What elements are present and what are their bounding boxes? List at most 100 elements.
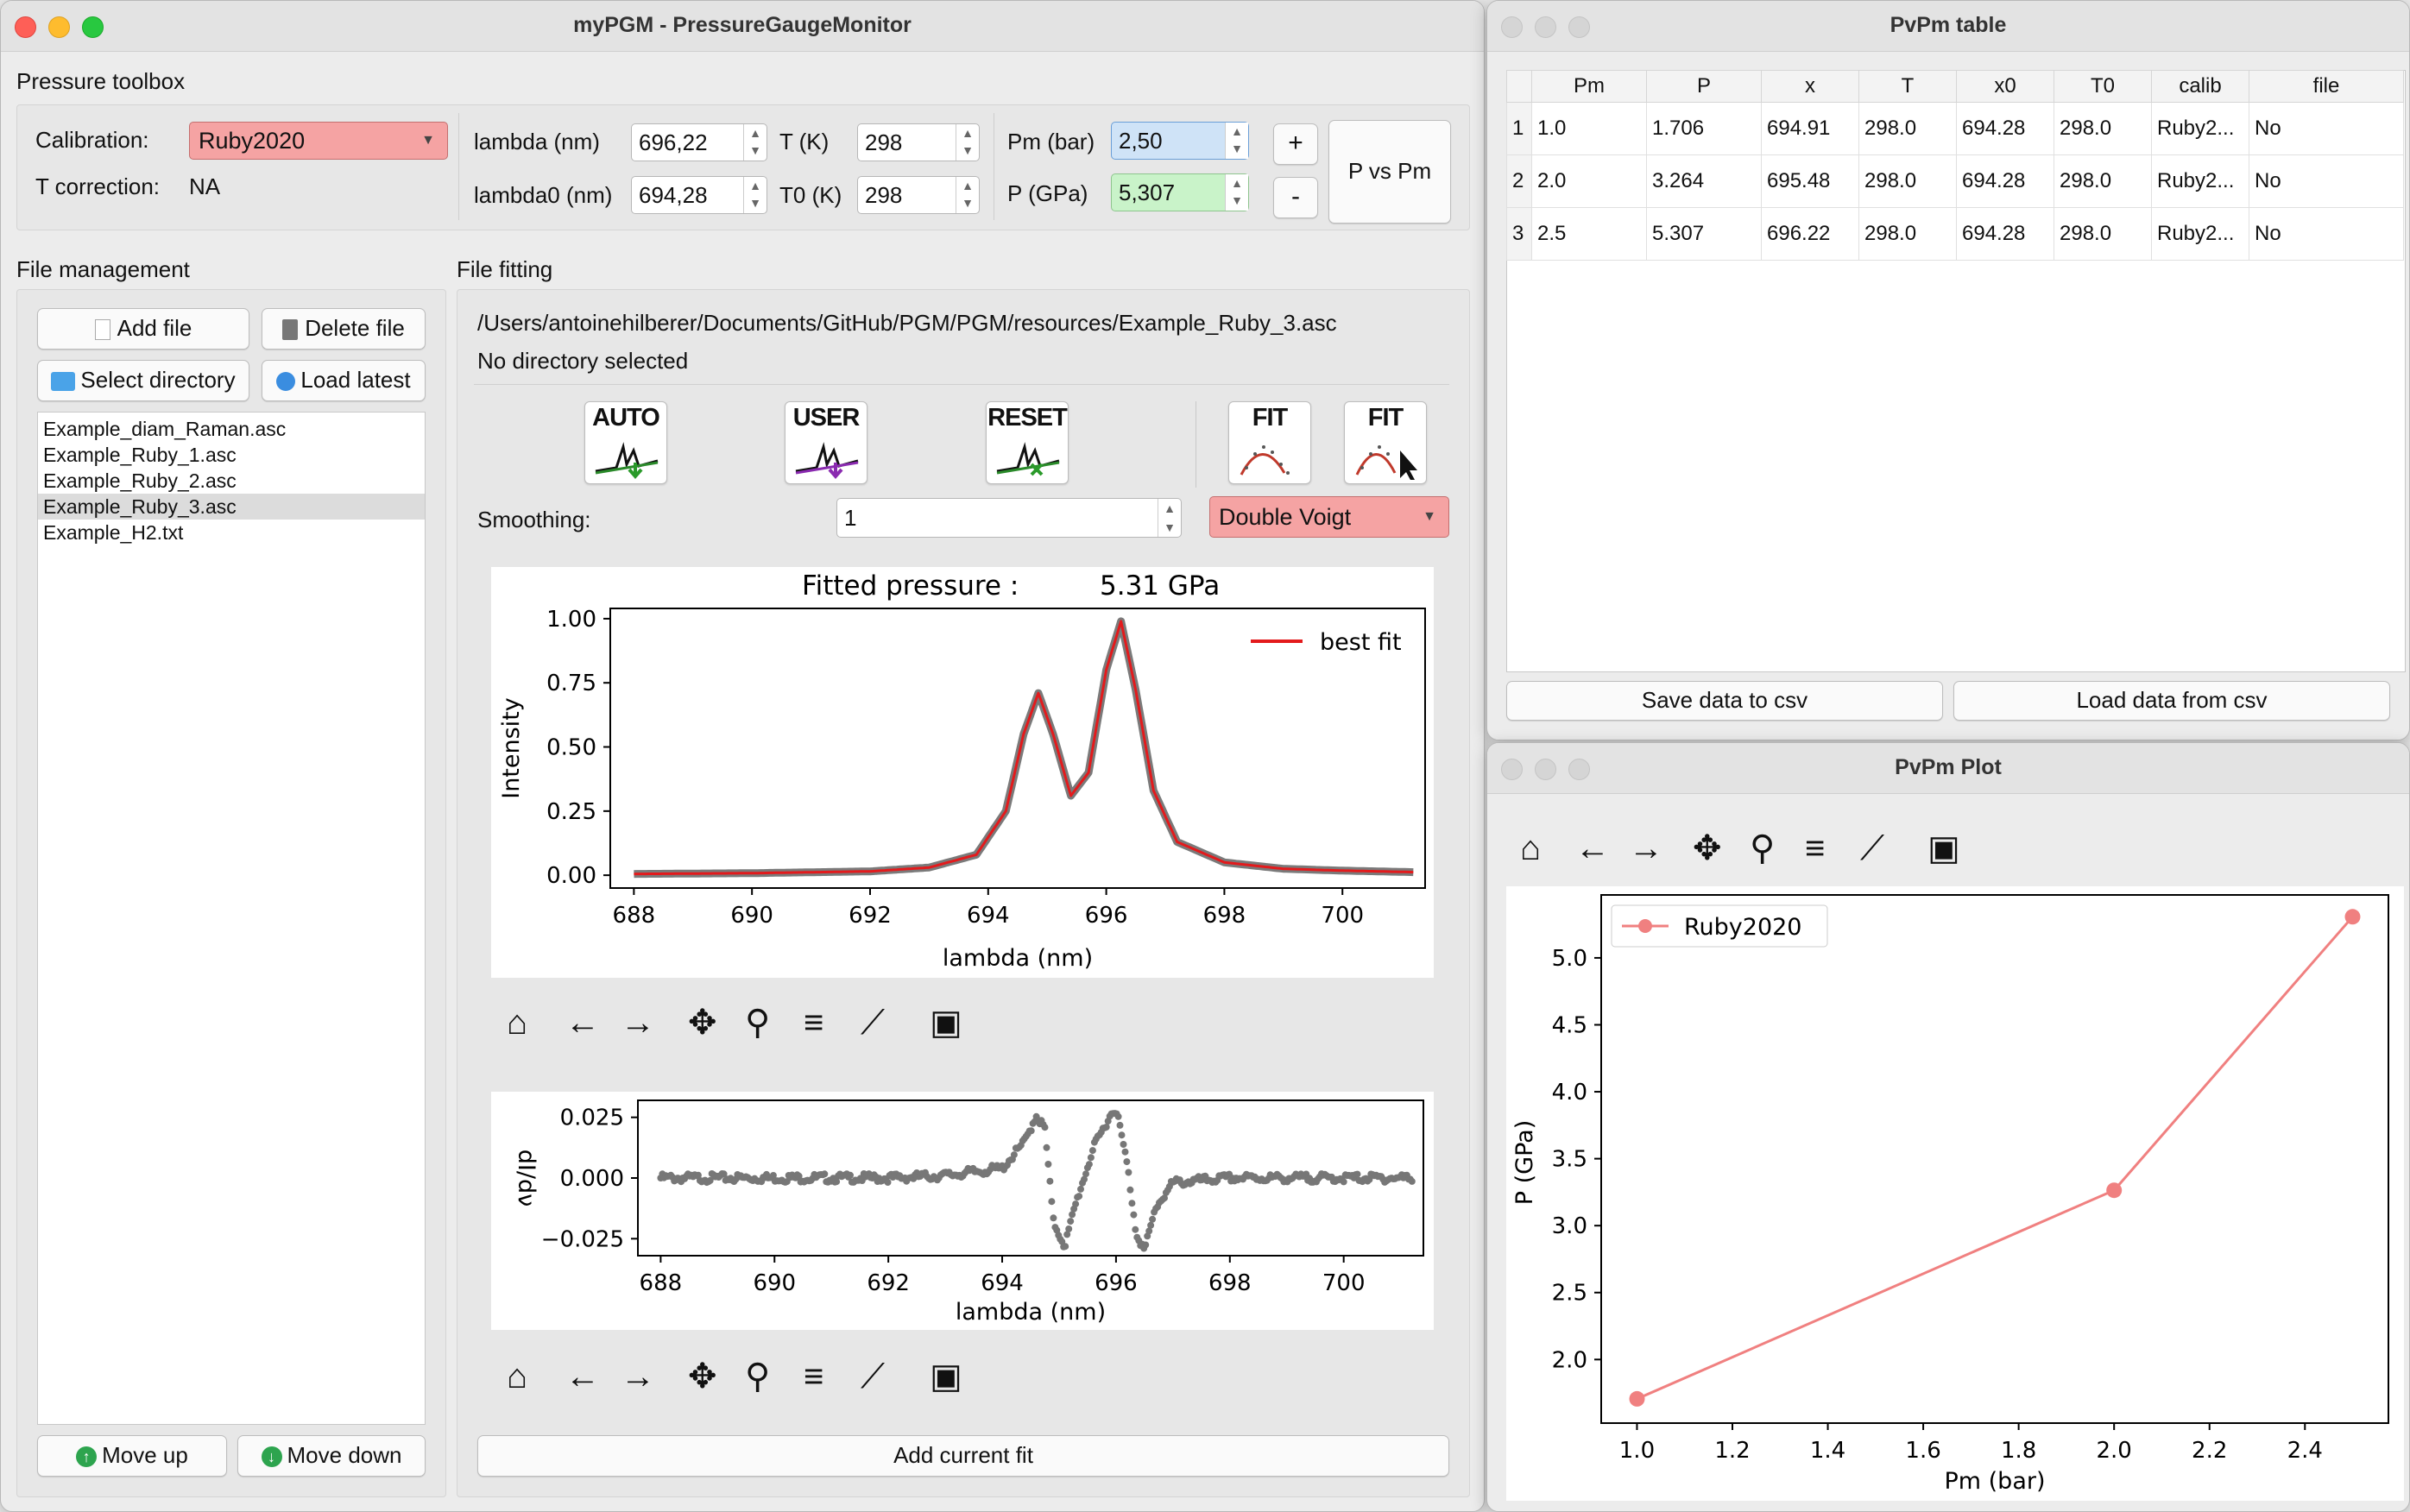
table-cell[interactable]: 694.28 [1956,102,2054,155]
table-cell[interactable]: 694.28 [1956,154,2054,208]
list-item[interactable]: Example_diam_Raman.asc [43,418,287,440]
back-arrow-icon[interactable]: ← [1575,829,1610,867]
select-directory-button[interactable]: Select directory [37,360,249,401]
pan-icon[interactable]: ✥ [688,1004,717,1042]
column-header[interactable]: P [1646,70,1762,103]
table-cell[interactable]: 2.0 [1531,154,1647,208]
spin-arrows-icon[interactable]: ▲ ▼ [1158,499,1181,537]
table-cell[interactable]: 298.0 [2054,154,2152,208]
zoom-icon[interactable]: ⚲ [745,1004,771,1042]
fit-model-select[interactable]: Double Voigt ▼ [1209,496,1449,538]
delete-file-button[interactable]: Delete file [262,308,426,350]
home-icon[interactable]: ⌂ [1520,829,1542,867]
remove-point-button[interactable]: - [1273,177,1318,218]
zoom-icon[interactable]: ⚲ [745,1358,771,1395]
table-cell[interactable]: 694.91 [1761,102,1859,155]
spin-arrows-icon[interactable]: ▲ ▼ [743,177,767,213]
table-cell[interactable]: 1.0 [1531,102,1647,155]
load-latest-button[interactable]: Load latest [262,360,426,401]
spectrum-chart[interactable]: Fitted pressure : 5.31 GPa 688 690 692 694 6… [491,567,1434,978]
configure-icon[interactable]: ≡ [804,1358,824,1395]
list-item[interactable]: Example_Ruby_2.asc [43,469,237,492]
table-cell[interactable]: 298.0 [2054,207,2152,261]
table-cell[interactable]: 696.22 [1761,207,1859,261]
row-header[interactable]: 3 [1506,207,1532,261]
table-cell[interactable]: 298.0 [2054,102,2152,155]
spectrum-canvas[interactable]: Fitted pressure : 5.31 GPa 688 690 692 694 6… [491,567,1434,978]
list-item-selected[interactable]: Example_Ruby_3.asc [38,494,425,520]
pvpm-table[interactable]: Pm P x T x0 T0 calib file 1 1.0 1.706 69… [1506,70,2404,261]
table-cell[interactable]: No [2249,154,2404,208]
list-item[interactable]: Example_H2.txt [43,521,184,544]
column-header[interactable]: T0 [2054,70,2152,103]
table-cell[interactable]: 298.0 [1858,154,1957,208]
table-cell[interactable]: 694.28 [1956,207,2054,261]
table-cell[interactable]: 1.706 [1646,102,1762,155]
close-window-button[interactable] [15,16,36,38]
add-current-fit-button[interactable]: Add current fit [477,1435,1449,1477]
fit-select-button[interactable]: FIT [1344,401,1427,484]
table-cell[interactable]: 695.48 [1761,154,1859,208]
spin-arrows-icon[interactable]: ▲ ▼ [956,124,979,161]
p-vs-pm-button[interactable]: P vs Pm [1328,120,1451,224]
column-header[interactable]: Pm [1531,70,1647,103]
table-cell[interactable]: 3.264 [1646,154,1762,208]
configure-icon[interactable]: ≡ [804,1004,824,1042]
minimize-window-button[interactable] [1535,759,1556,780]
axes-icon[interactable]: ⟋ [1860,829,1884,867]
table-cell[interactable]: No [2249,207,2404,261]
column-header[interactable]: x0 [1956,70,2054,103]
axes-icon[interactable]: ⟋ [861,1004,885,1042]
column-header[interactable]: T [1858,70,1957,103]
home-icon[interactable]: ⌂ [507,1004,528,1042]
spin-arrows-icon[interactable]: ▲ ▼ [743,124,767,161]
pvpm-canvas[interactable]: 1.0 1.2 1.4 1.6 1.8 2.0 2.2 2.4 5.0 4.5 4.0 3.5 3.0… [1506,886,2404,1501]
table-row[interactable]: 3 2.5 5.307 696.22 298.0 694.28 298.0 Ru… [1506,207,2404,261]
add-file-button[interactable]: Add file [37,308,249,350]
table-cell[interactable]: No [2249,102,2404,155]
save-icon[interactable]: ▣ [1927,829,1960,867]
table-cell[interactable]: 2.5 [1531,207,1647,261]
fit-button[interactable]: FIT [1228,401,1311,484]
t0-input[interactable]: 298 ▲ ▼ [857,176,980,214]
save-icon[interactable]: ▣ [930,1358,962,1395]
zoom-icon[interactable]: ⚲ [1750,829,1776,867]
table-row[interactable]: 2 2.0 3.264 695.48 298.0 694.28 298.0 Ru… [1506,154,2404,208]
column-header[interactable]: calib [2151,70,2249,103]
row-header[interactable]: 2 [1506,154,1532,208]
smoothing-input[interactable]: 1 ▲ ▼ [836,498,1182,538]
forward-arrow-icon[interactable]: → [621,1004,655,1042]
pan-icon[interactable]: ✥ [688,1358,717,1395]
row-header[interactable]: 1 [1506,102,1532,155]
table-cell[interactable]: Ruby2... [2151,154,2249,208]
derivative-canvas[interactable]: 688 690 692 694 696 698 700 0.025 0.000 −0.025 l… [491,1092,1434,1330]
spin-arrows-icon[interactable]: ▲ ▼ [1225,174,1248,211]
move-up-button[interactable]: ↑ Move up [37,1435,227,1477]
add-point-button[interactable]: + [1273,123,1318,165]
derivative-chart[interactable]: 688 690 692 694 696 698 700 0.025 0.000 −0.025 l… [491,1092,1434,1330]
save-csv-button[interactable]: Save data to csv [1506,681,1943,721]
column-header[interactable]: x [1761,70,1859,103]
calibration-select[interactable]: Ruby2020 ▼ [189,122,448,160]
table-cell[interactable]: Ruby2... [2151,102,2249,155]
close-window-button[interactable] [1501,16,1523,38]
file-list[interactable]: Example_diam_Raman.asc Example_Ruby_1.as… [37,412,426,1425]
zoom-window-button[interactable] [82,16,104,38]
load-csv-button[interactable]: Load data from csv [1953,681,2390,721]
list-item[interactable]: Example_Ruby_1.asc [43,444,237,466]
zoom-window-button[interactable] [1568,759,1590,780]
zoom-window-button[interactable] [1568,16,1590,38]
pan-icon[interactable]: ✥ [1693,829,1722,867]
back-arrow-icon[interactable]: ← [565,1358,600,1395]
table-cell[interactable]: 298.0 [1858,207,1957,261]
pvpm-chart[interactable]: 1.0 1.2 1.4 1.6 1.8 2.0 2.2 2.4 5.0 4.5 4.0 3.5 3.0… [1506,886,2404,1501]
save-icon[interactable]: ▣ [930,1004,962,1042]
forward-arrow-icon[interactable]: → [1629,829,1663,867]
user-button[interactable]: USER [785,401,867,484]
forward-arrow-icon[interactable]: → [621,1358,655,1395]
table-cell[interactable]: 5.307 [1646,207,1762,261]
lambda0-input[interactable]: 694,28 ▲ ▼ [631,176,767,214]
reset-button[interactable]: RESET [986,401,1069,484]
table-row[interactable]: 1 1.0 1.706 694.91 298.0 694.28 298.0 Ru… [1506,102,2404,155]
home-icon[interactable]: ⌂ [507,1358,528,1395]
